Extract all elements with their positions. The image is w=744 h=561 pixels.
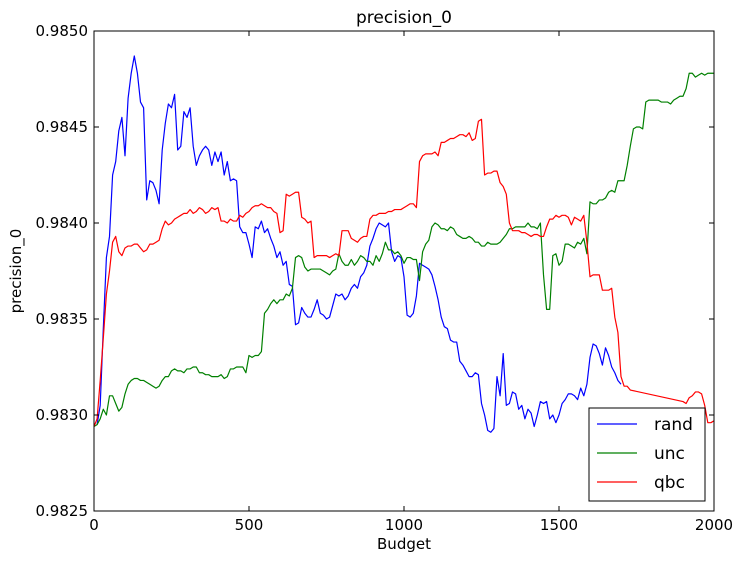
x-tick-label: 1500 xyxy=(540,516,578,534)
y-tick-label: 0.9840 xyxy=(36,214,89,232)
x-axis-label: Budget xyxy=(377,535,431,553)
legend-box xyxy=(588,407,706,502)
series-line-rand xyxy=(96,55,622,433)
y-tick-label: 0.9835 xyxy=(36,310,89,328)
ticks-layer: 0 500 1000 1500 2000 0.9825 0.9830 0.9835 0.9840… xyxy=(36,22,734,534)
series-layer xyxy=(94,55,714,433)
y-tick-label: 0.9845 xyxy=(36,118,89,136)
series-line-qbc xyxy=(94,118,714,427)
legend-label-unc: unc xyxy=(654,444,685,464)
x-tick-label: 1000 xyxy=(385,516,423,534)
y-tick-label: 0.9830 xyxy=(36,406,89,424)
x-tick-label: 0 xyxy=(89,516,99,534)
legend-label-qbc: qbc xyxy=(654,473,685,493)
y-tick-label: 0.9850 xyxy=(36,22,89,40)
y-axis-label: precision_0 xyxy=(7,229,26,314)
series-line-unc xyxy=(94,72,714,428)
x-tick-label: 500 xyxy=(235,516,264,534)
x-tick-label: 2000 xyxy=(695,516,733,534)
chart-title: precision_0 xyxy=(356,8,452,28)
legend: rand unc qbc xyxy=(588,407,706,502)
legend-label-rand: rand xyxy=(654,415,693,435)
y-tick-label: 0.9825 xyxy=(36,502,89,520)
